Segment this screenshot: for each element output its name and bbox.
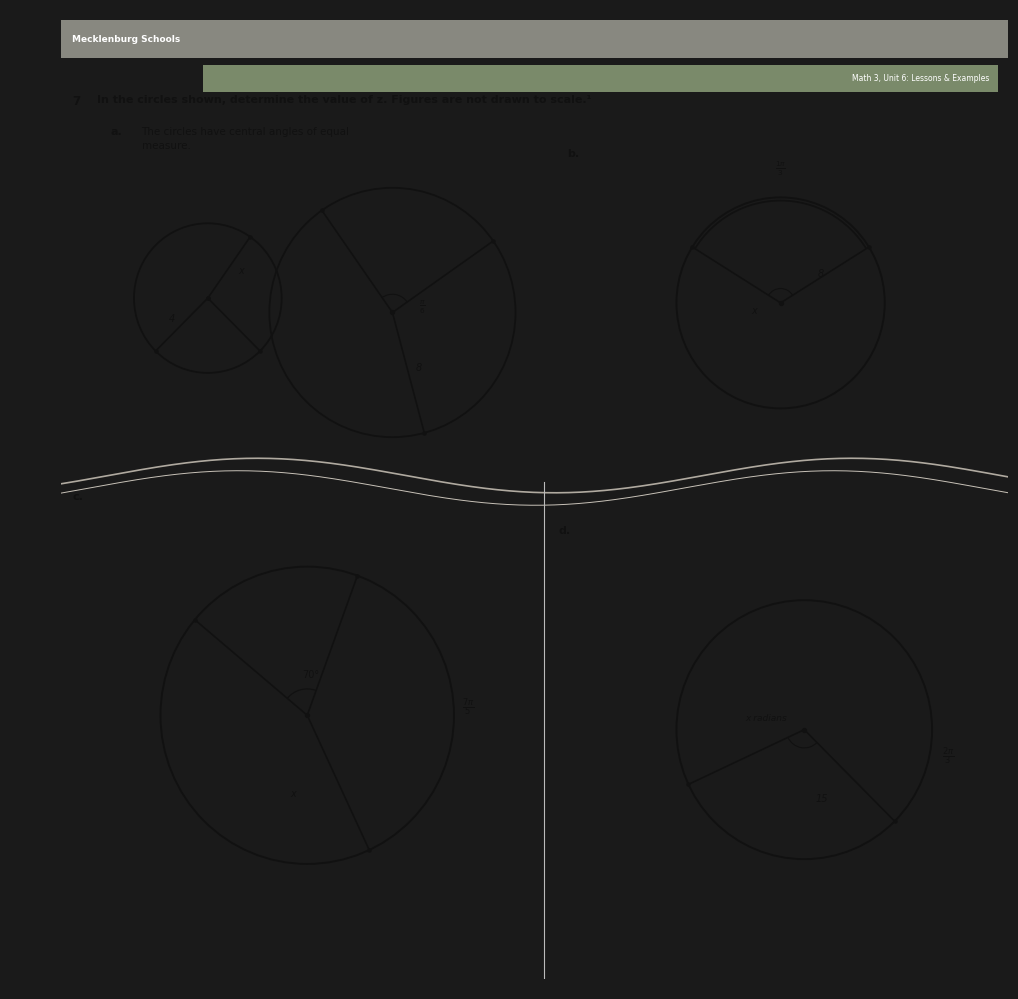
Text: x radians: x radians: [745, 713, 787, 722]
FancyBboxPatch shape: [61, 20, 1008, 58]
Text: Math 3, Unit 6: Lessons & Examples: Math 3, Unit 6: Lessons & Examples: [851, 74, 988, 83]
Text: $\frac{2\pi}{3}$: $\frac{2\pi}{3}$: [942, 745, 954, 767]
FancyBboxPatch shape: [203, 65, 999, 92]
Text: x: x: [290, 789, 296, 799]
Text: 8: 8: [415, 363, 422, 373]
Text: c.: c.: [72, 492, 83, 501]
Text: $\frac{\pi}{6}$: $\frac{\pi}{6}$: [419, 299, 426, 317]
Text: 15: 15: [815, 794, 828, 804]
Text: $\frac{1\pi}{3}$: $\frac{1\pi}{3}$: [775, 160, 786, 178]
Text: The circles have central angles of equal
measure.: The circles have central angles of equal…: [142, 128, 349, 151]
Text: 7: 7: [72, 95, 80, 108]
Text: d.: d.: [558, 526, 570, 536]
Text: a.: a.: [110, 128, 122, 138]
Text: Mecklenburg Schools: Mecklenburg Schools: [72, 35, 180, 44]
Text: 70°: 70°: [302, 670, 320, 680]
Text: $\frac{7\pi}{5}$: $\frac{7\pi}{5}$: [461, 696, 473, 718]
Text: In the circles shown, determine the value of z. Figures are not drawn to scale.¹: In the circles shown, determine the valu…: [97, 95, 591, 105]
Text: x: x: [751, 306, 757, 316]
Text: b.: b.: [568, 150, 579, 160]
Text: 8: 8: [817, 269, 824, 279]
Text: x: x: [238, 267, 244, 277]
Text: 4: 4: [169, 315, 175, 325]
